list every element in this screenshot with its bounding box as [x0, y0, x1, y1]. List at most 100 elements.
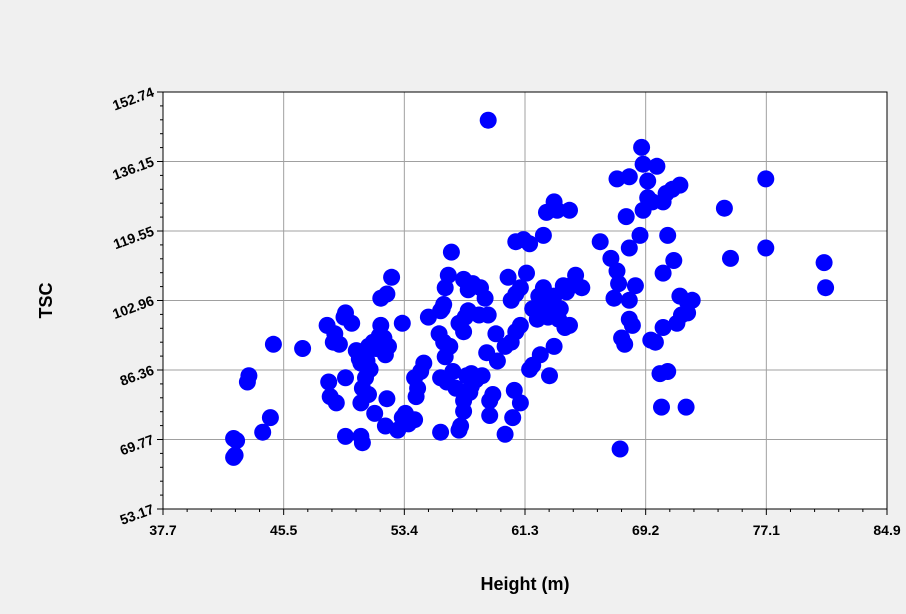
data-point — [488, 352, 506, 370]
data-point — [626, 277, 644, 295]
data-point — [610, 275, 628, 293]
data-point — [620, 291, 638, 309]
data-point — [654, 264, 672, 282]
data-point — [545, 193, 563, 211]
data-point — [605, 289, 623, 307]
data-point — [228, 432, 246, 450]
data-point — [757, 239, 775, 257]
data-points — [225, 111, 835, 466]
data-point — [481, 407, 499, 424]
x-tick-label: 53.4 — [391, 522, 418, 538]
data-point — [366, 404, 384, 422]
data-point — [665, 252, 683, 269]
data-point — [294, 340, 312, 357]
data-point — [511, 316, 529, 334]
data-point — [432, 423, 450, 441]
data-point — [654, 319, 672, 336]
data-point — [677, 398, 695, 416]
data-point — [496, 425, 514, 443]
data-point — [505, 381, 523, 399]
data-point — [521, 235, 539, 253]
data-point — [487, 325, 505, 343]
data-point — [473, 367, 491, 385]
data-point — [634, 155, 652, 173]
data-point — [507, 233, 525, 251]
data-point — [679, 304, 697, 322]
data-point — [439, 266, 457, 284]
data-point — [226, 446, 244, 464]
data-point — [254, 423, 272, 441]
x-tick-label: 69.2 — [632, 522, 659, 538]
data-point — [452, 417, 470, 435]
data-point — [817, 279, 835, 297]
data-point — [455, 402, 473, 420]
data-point — [659, 363, 677, 380]
data-point — [620, 168, 638, 186]
x-tick-label: 77.1 — [753, 522, 780, 538]
data-point — [671, 176, 689, 194]
x-tick-labels: 37.7 45.5 53.4 61.3 69.2 77.1 84.9 — [149, 522, 900, 538]
data-point — [352, 394, 370, 412]
data-point — [327, 394, 345, 412]
data-point — [602, 249, 620, 267]
data-point — [383, 268, 401, 286]
data-point — [337, 427, 354, 445]
data-point — [757, 170, 775, 188]
data-point — [561, 316, 578, 334]
tick-marks — [157, 91, 888, 515]
data-point — [561, 201, 578, 219]
data-point — [646, 333, 664, 351]
data-point — [659, 226, 677, 244]
y-axis-title: TSC — [36, 282, 56, 318]
data-point — [715, 199, 733, 217]
x-axis-title: Height (m) — [481, 574, 570, 594]
data-point — [499, 268, 517, 286]
data-point — [320, 373, 338, 391]
data-point — [330, 335, 348, 353]
data-point — [389, 421, 407, 439]
data-point — [240, 367, 258, 385]
data-point — [518, 264, 535, 282]
data-point — [436, 348, 454, 366]
data-point — [353, 434, 371, 452]
data-point — [573, 279, 591, 297]
data-point — [261, 409, 279, 427]
data-point — [648, 157, 666, 175]
data-point — [380, 337, 397, 355]
data-point — [476, 289, 494, 307]
data-point — [545, 337, 563, 355]
data-point — [722, 249, 739, 267]
x-tick-label: 84.9 — [873, 522, 900, 538]
x-tick-label: 37.7 — [149, 522, 176, 538]
data-point — [435, 296, 453, 313]
data-point — [479, 111, 497, 129]
data-point — [539, 308, 557, 326]
data-point — [378, 285, 396, 303]
plot-frame — [162, 91, 888, 510]
data-point — [631, 226, 649, 244]
data-point — [393, 314, 411, 332]
data-point — [378, 390, 396, 408]
data-point — [616, 335, 634, 353]
data-point — [541, 367, 558, 385]
data-point — [534, 226, 552, 244]
data-point — [623, 316, 641, 334]
data-point — [479, 306, 497, 324]
data-point — [620, 239, 638, 257]
data-point — [591, 233, 609, 251]
data-point — [611, 440, 629, 458]
data-point — [511, 279, 529, 297]
data-point — [639, 172, 657, 190]
data-point — [264, 335, 282, 353]
data-point — [608, 262, 626, 280]
data-point — [406, 411, 424, 429]
x-tick-label: 45.5 — [270, 522, 297, 538]
data-point — [521, 360, 539, 378]
data-point — [653, 398, 670, 416]
data-point — [633, 138, 651, 156]
data-point — [504, 409, 522, 427]
x-tick-label: 61.3 — [511, 522, 538, 538]
data-point — [551, 300, 569, 318]
